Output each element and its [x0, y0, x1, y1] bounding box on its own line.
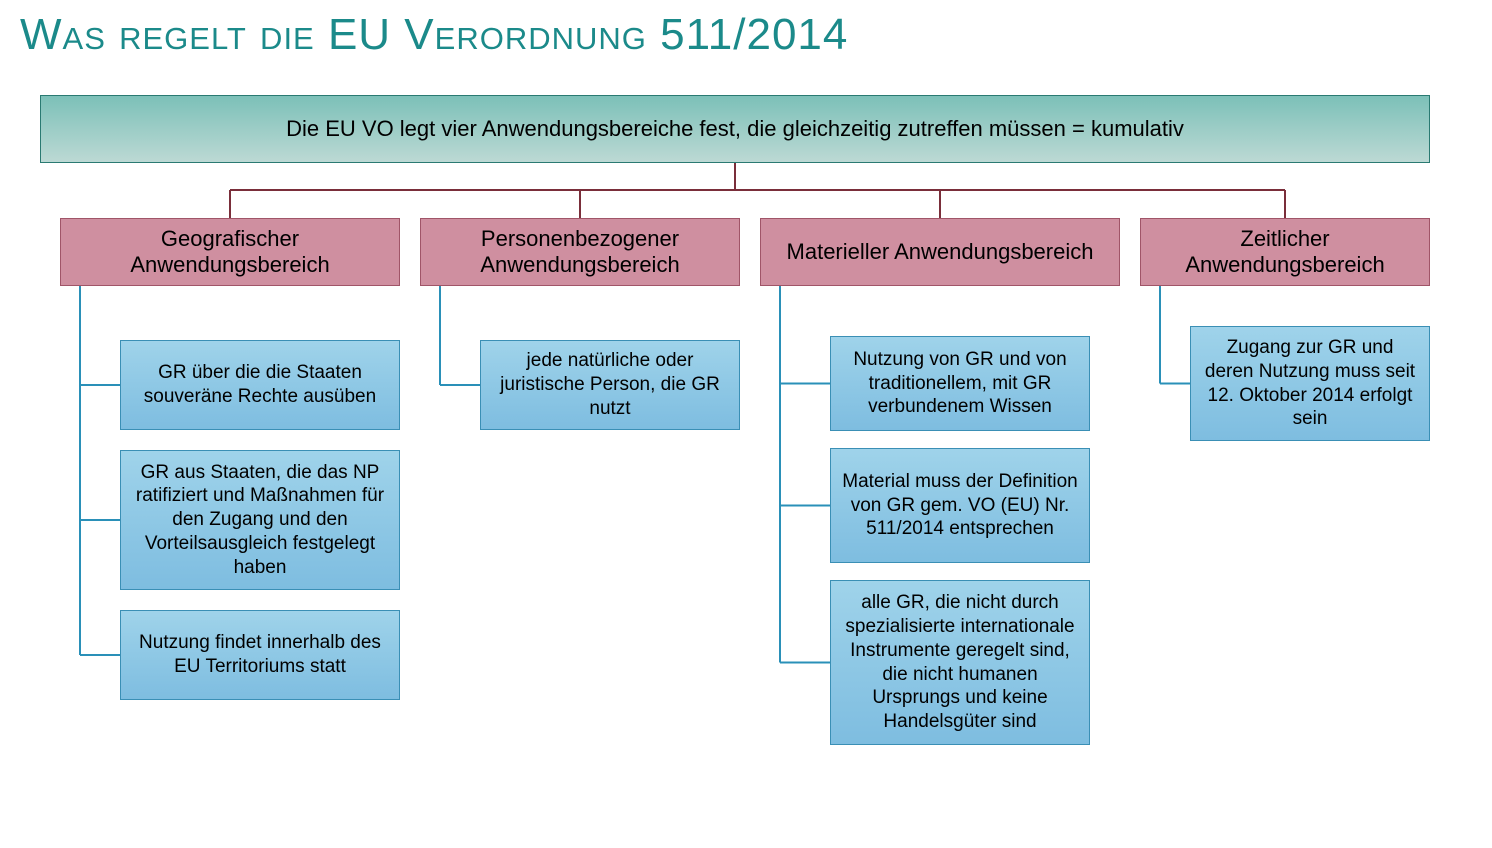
- item-box: GR aus Staaten, die das NP ratifiziert u…: [120, 450, 400, 590]
- category-label: Zeitlicher Anwendungsbereich: [1149, 226, 1421, 279]
- root-text: Die EU VO legt vier Anwendungsbereiche f…: [286, 116, 1184, 142]
- item-text: GR aus Staaten, die das NP ratifiziert u…: [131, 461, 389, 580]
- category-box: Zeitlicher Anwendungsbereich: [1140, 218, 1430, 286]
- category-label: Personenbezogener Anwendungsbereich: [429, 226, 731, 279]
- item-text: Material muss der Definition von GR gem.…: [841, 470, 1079, 541]
- root-box: Die EU VO legt vier Anwendungsbereiche f…: [40, 95, 1430, 163]
- item-box: Nutzung von GR und von traditionellem, m…: [830, 336, 1090, 431]
- category-box: Personenbezogener Anwendungsbereich: [420, 218, 740, 286]
- item-text: Nutzung von GR und von traditionellem, m…: [841, 348, 1079, 419]
- item-box: Nutzung findet innerhalb des EU Territor…: [120, 610, 400, 700]
- page-title: Was regelt die EU Verordnung 511/2014: [20, 10, 848, 60]
- item-box: GR über die die Staaten souveräne Rechte…: [120, 340, 400, 430]
- category-label: Materieller Anwendungsbereich: [787, 239, 1094, 265]
- item-box: Zugang zur GR und deren Nutzung muss sei…: [1190, 326, 1430, 441]
- item-text: Nutzung findet innerhalb des EU Territor…: [131, 631, 389, 679]
- item-text: GR über die die Staaten souveräne Rechte…: [131, 361, 389, 409]
- category-box: Materieller Anwendungsbereich: [760, 218, 1120, 286]
- item-box: jede natürliche oder juristische Person,…: [480, 340, 740, 430]
- item-box: Material muss der Definition von GR gem.…: [830, 448, 1090, 563]
- item-box: alle GR, die nicht durch spezialisierte …: [830, 580, 1090, 745]
- category-label: Geografischer Anwendungsbereich: [69, 226, 391, 279]
- item-text: Zugang zur GR und deren Nutzung muss sei…: [1201, 336, 1419, 431]
- category-box: Geografischer Anwendungsbereich: [60, 218, 400, 286]
- item-text: jede natürliche oder juristische Person,…: [491, 349, 729, 420]
- item-text: alle GR, die nicht durch spezialisierte …: [841, 591, 1079, 734]
